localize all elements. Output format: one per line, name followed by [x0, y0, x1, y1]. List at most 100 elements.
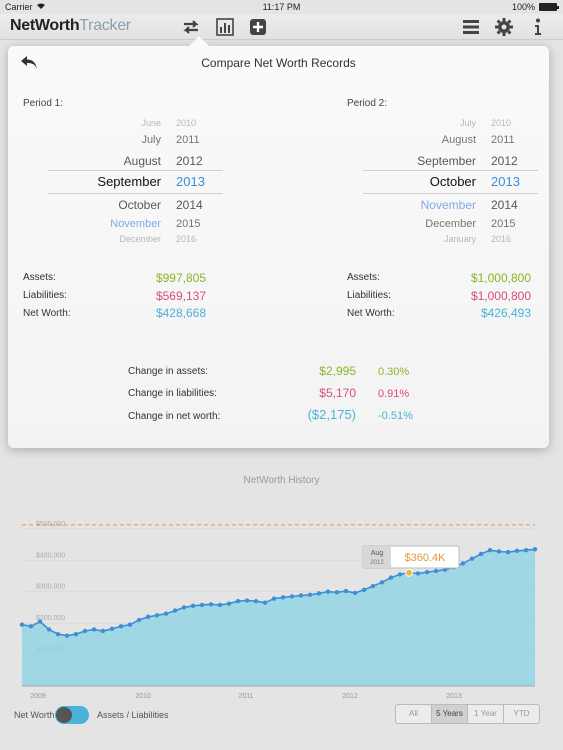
- period2-assets-value: $1,000,800: [470, 271, 531, 285]
- period1-month-option[interactable]: June: [141, 118, 161, 128]
- data-point: [514, 548, 520, 554]
- period2-month-option[interactable]: December: [425, 218, 476, 230]
- period2-year-option[interactable]: 2014: [491, 198, 518, 212]
- bar-chart-icon[interactable]: [215, 17, 235, 37]
- period1-month-option[interactable]: August: [123, 154, 161, 168]
- compare-arrows-icon[interactable]: [181, 17, 201, 37]
- period1-year-option[interactable]: 2012: [176, 154, 203, 168]
- x-tick-label: 2013: [446, 693, 462, 700]
- battery-percent: 100%: [511, 2, 535, 12]
- period1-year-option[interactable]: 2013: [176, 174, 205, 189]
- data-point: [505, 549, 511, 555]
- period1-picker-row[interactable]: August 2012: [48, 154, 223, 172]
- data-point: [28, 624, 34, 629]
- data-point: [253, 598, 259, 604]
- networth-chart[interactable]: $500,000$400,000$300,000$200,000$100,000…: [0, 500, 563, 705]
- period1-picker-row[interactable]: December 2016: [48, 234, 223, 252]
- period2-year-option[interactable]: 2016: [491, 234, 512, 244]
- period2-picker-row[interactable]: January 2016: [363, 234, 538, 252]
- period2-month-option[interactable]: July: [459, 118, 476, 128]
- period1-month-option[interactable]: July: [141, 134, 161, 146]
- period2-picker-row[interactable]: August 2011: [363, 134, 538, 152]
- period1-month-option[interactable]: December: [119, 234, 161, 244]
- period2-picker-row[interactable]: October 2013: [363, 174, 538, 192]
- change-networth-label: Change in net worth:: [128, 411, 221, 422]
- change-liabilities-label: Change in liabilities:: [128, 388, 217, 399]
- range-all-button[interactable]: All: [396, 705, 432, 723]
- change-assets-label: Change in assets:: [128, 366, 209, 377]
- period2-year-option[interactable]: 2011: [491, 134, 515, 146]
- data-point: [397, 572, 403, 577]
- period1-month-option[interactable]: November: [110, 218, 161, 230]
- logo-thin: Tracker: [79, 17, 131, 34]
- info-icon[interactable]: [528, 17, 548, 37]
- period2-year-option[interactable]: 2012: [491, 154, 518, 168]
- x-tick-label: 2012: [342, 693, 358, 700]
- data-point: [460, 561, 466, 566]
- data-point: [334, 590, 340, 595]
- range-selector: All 5 Years 1 Year YTD: [395, 704, 540, 724]
- data-point: [262, 600, 268, 605]
- period2-month-option[interactable]: September: [417, 154, 476, 168]
- data-point: [145, 614, 151, 620]
- add-icon[interactable]: [248, 17, 268, 37]
- data-point: [379, 580, 385, 585]
- period1-year-option[interactable]: 2011: [176, 134, 200, 146]
- data-point: [172, 608, 178, 613]
- period2-month-option[interactable]: January: [443, 234, 476, 244]
- period1-picker-row[interactable]: July 2011: [48, 134, 223, 152]
- data-point: [46, 627, 52, 632]
- data-point: [82, 628, 88, 634]
- y-tick-label: $200,000: [36, 615, 65, 622]
- data-point: [478, 551, 484, 557]
- period2-month-option[interactable]: October: [429, 174, 476, 189]
- period1-year-option[interactable]: 2016: [176, 234, 197, 244]
- view-toggle[interactable]: [55, 706, 89, 724]
- data-point: [415, 571, 421, 576]
- period2-month-option[interactable]: August: [441, 134, 476, 146]
- period2-picker[interactable]: July 2010 August 2011 September 2012 October 20…: [363, 118, 538, 246]
- period1-picker-row[interactable]: September 2013: [48, 174, 223, 192]
- period2-year-option[interactable]: 2010: [491, 118, 512, 128]
- period2-picker-row[interactable]: December 2015: [363, 218, 538, 236]
- data-point: [109, 626, 115, 631]
- period1-picker[interactable]: June 2010 July 2011 August 2012 September 2013 O…: [48, 118, 223, 246]
- carrier-label: Carrier: [5, 2, 33, 12]
- data-point: [91, 627, 97, 632]
- data-point: [127, 622, 133, 627]
- tooltip-value: $360.4K: [405, 552, 447, 564]
- highlight-point: [405, 568, 413, 577]
- data-point: [469, 556, 475, 561]
- period1-year-option[interactable]: 2010: [176, 118, 197, 128]
- data-point: [235, 598, 241, 604]
- period1-picker-row[interactable]: October 2014: [48, 198, 223, 216]
- toggle-knob[interactable]: [56, 707, 72, 723]
- period1-month-option[interactable]: September: [97, 174, 161, 189]
- period1-picker-row[interactable]: June 2010: [48, 118, 223, 136]
- x-tick-label: 2009: [30, 693, 46, 700]
- period2-year-option[interactable]: 2013: [491, 174, 520, 189]
- menu-icon[interactable]: [461, 17, 481, 37]
- data-point: [181, 605, 187, 610]
- period1-year-option[interactable]: 2014: [176, 198, 203, 212]
- period2-picker-row[interactable]: September 2012: [363, 154, 538, 172]
- period1-year-option[interactable]: 2015: [176, 218, 201, 230]
- period2-liabilities-label: Liabilities:: [347, 290, 391, 301]
- data-point: [190, 603, 196, 609]
- data-point: [307, 592, 313, 598]
- range-ytd-button[interactable]: YTD: [513, 709, 530, 718]
- data-point: [370, 583, 376, 589]
- range-1-year-button[interactable]: 1 Year: [468, 705, 504, 723]
- wifi-icon: [36, 2, 46, 12]
- data-point: [217, 602, 223, 608]
- period2-month-option[interactable]: November: [420, 198, 476, 212]
- data-point: [19, 622, 25, 627]
- period1-picker-row[interactable]: November 2015: [48, 218, 223, 236]
- range-5-years-button[interactable]: 5 Years: [432, 705, 468, 723]
- period2-year-option[interactable]: 2015: [491, 218, 516, 230]
- back-arrow-icon[interactable]: [20, 55, 40, 71]
- period2-picker-row[interactable]: July 2010: [363, 118, 538, 136]
- period2-picker-row[interactable]: November 2014: [363, 198, 538, 216]
- gear-icon[interactable]: [494, 17, 514, 37]
- period1-month-option[interactable]: October: [118, 198, 161, 212]
